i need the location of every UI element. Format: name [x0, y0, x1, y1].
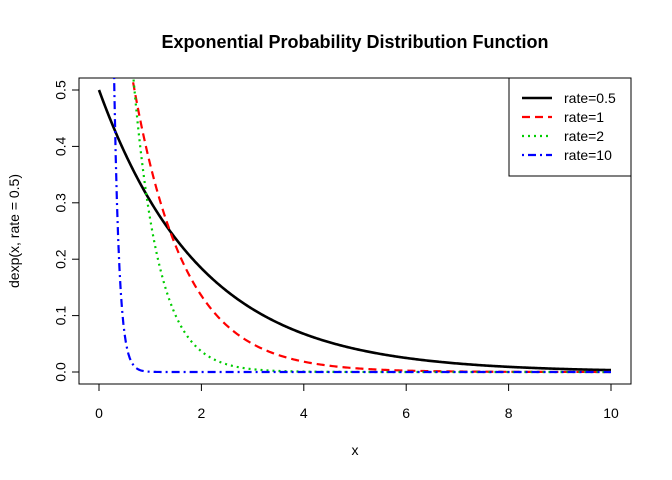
- x-tick-label: 2: [198, 405, 206, 421]
- x-tick-label: 4: [300, 405, 308, 421]
- y-tick-label: 0.1: [53, 306, 69, 326]
- y-tick-label: 0.4: [53, 136, 69, 156]
- legend-label: rate=2: [564, 128, 604, 144]
- legend-label: rate=10: [564, 147, 612, 163]
- y-tick-label: 0.2: [53, 249, 69, 269]
- legend-box: [508, 77, 632, 177]
- legend-label: rate=0.5: [564, 90, 616, 106]
- series-line-rate-2: [132, 78, 611, 374]
- y-axis-label: dexp(x, rate = 0.5): [6, 174, 22, 288]
- series-line-rate-0-5: [97, 89, 612, 372]
- y-tick-label: 0.0: [53, 362, 69, 382]
- x-tick-label: 0: [95, 405, 103, 421]
- chart-title: Exponential Probability Distribution Fun…: [162, 32, 549, 52]
- y-tick-label: 0.3: [53, 193, 69, 213]
- x-tick-label: 10: [603, 405, 619, 421]
- legend-label: rate=1: [564, 109, 604, 125]
- series-line-rate-10: [113, 78, 611, 374]
- series-layer: [97, 78, 612, 374]
- legend: rate=0.5 rate=1 rate=2 rate=10: [508, 77, 632, 177]
- x-tick-label: 8: [505, 405, 513, 421]
- y-axis: 0.0 0.1 0.2 0.3 0.4 0.5: [53, 80, 80, 382]
- x-axis: 0 2 4 6 8 10: [95, 383, 619, 421]
- y-tick-label: 0.5: [53, 80, 69, 100]
- x-tick-label: 6: [402, 405, 410, 421]
- x-axis-label: x: [352, 442, 359, 458]
